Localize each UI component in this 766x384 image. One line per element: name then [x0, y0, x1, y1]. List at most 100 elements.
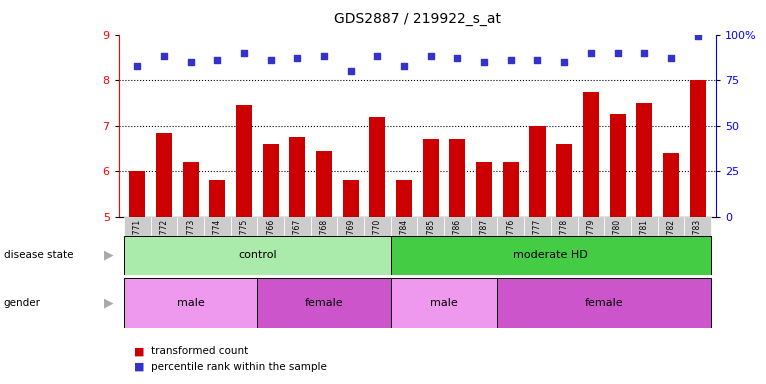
Point [185, 59, 197, 65]
Text: control: control [238, 250, 277, 260]
Point [584, 50, 597, 56]
Text: percentile rank within the sample: percentile rank within the sample [151, 362, 327, 372]
Point [211, 57, 224, 63]
FancyBboxPatch shape [497, 217, 524, 259]
Bar [529, 126, 545, 217]
Bar [236, 105, 252, 217]
Text: GSM217779: GSM217779 [586, 219, 595, 265]
Text: ▶: ▶ [103, 249, 113, 262]
Bar [129, 171, 146, 217]
FancyBboxPatch shape [284, 217, 311, 259]
FancyBboxPatch shape [257, 278, 391, 328]
FancyBboxPatch shape [417, 217, 444, 259]
FancyBboxPatch shape [578, 217, 604, 259]
Point [131, 63, 143, 69]
Point [638, 50, 650, 56]
Text: GSM217782: GSM217782 [666, 219, 676, 265]
Text: GSM217786: GSM217786 [453, 219, 462, 265]
FancyBboxPatch shape [524, 217, 551, 259]
Text: gender: gender [4, 298, 41, 308]
Point [451, 55, 463, 61]
Bar [610, 114, 626, 217]
Text: GSM217776: GSM217776 [506, 219, 516, 265]
Bar [209, 180, 225, 217]
Point [291, 55, 303, 61]
FancyBboxPatch shape [551, 217, 578, 259]
FancyBboxPatch shape [364, 217, 391, 259]
Bar [450, 139, 466, 217]
Text: GSM217778: GSM217778 [560, 219, 568, 265]
FancyBboxPatch shape [151, 217, 178, 259]
Text: GSM217767: GSM217767 [293, 219, 302, 265]
Text: ■: ■ [134, 346, 145, 356]
Text: female: female [585, 298, 624, 308]
Bar [637, 103, 652, 217]
Bar [423, 139, 439, 217]
Text: GSM217770: GSM217770 [373, 219, 382, 265]
Point [532, 57, 544, 63]
Bar [502, 162, 519, 217]
Point [372, 53, 384, 60]
Text: male: male [177, 298, 205, 308]
FancyBboxPatch shape [311, 217, 338, 259]
Point [398, 63, 411, 69]
Text: GSM217780: GSM217780 [613, 219, 622, 265]
Bar [369, 117, 385, 217]
Point [505, 57, 517, 63]
FancyBboxPatch shape [257, 217, 284, 259]
Point [345, 68, 357, 74]
FancyBboxPatch shape [657, 217, 684, 259]
FancyBboxPatch shape [124, 236, 391, 275]
Bar [316, 151, 332, 217]
Text: GSM217784: GSM217784 [400, 219, 408, 265]
Bar [663, 153, 679, 217]
FancyBboxPatch shape [231, 217, 257, 259]
Text: GSM217771: GSM217771 [133, 219, 142, 265]
Point [264, 57, 277, 63]
FancyBboxPatch shape [444, 217, 471, 259]
Point [558, 59, 571, 65]
FancyBboxPatch shape [471, 217, 497, 259]
FancyBboxPatch shape [497, 278, 711, 328]
FancyBboxPatch shape [178, 217, 204, 259]
Bar [290, 137, 306, 217]
Bar [343, 180, 358, 217]
FancyBboxPatch shape [391, 217, 417, 259]
Text: ■: ■ [134, 362, 145, 372]
Point [665, 55, 677, 61]
Text: female: female [305, 298, 343, 308]
Text: GSM217774: GSM217774 [213, 219, 222, 265]
Text: disease state: disease state [4, 250, 74, 260]
Text: moderate HD: moderate HD [513, 250, 588, 260]
Text: GSM217773: GSM217773 [186, 219, 195, 265]
FancyBboxPatch shape [124, 278, 257, 328]
Bar [556, 144, 572, 217]
Text: GSM217777: GSM217777 [533, 219, 542, 265]
Bar [583, 91, 599, 217]
Point [692, 33, 704, 40]
FancyBboxPatch shape [391, 236, 711, 275]
Text: transformed count: transformed count [151, 346, 248, 356]
Text: GSM217775: GSM217775 [240, 219, 249, 265]
Bar [183, 162, 198, 217]
Text: GSM217787: GSM217787 [480, 219, 489, 265]
Bar [689, 80, 705, 217]
Text: ▶: ▶ [103, 297, 113, 310]
FancyBboxPatch shape [684, 217, 711, 259]
Point [238, 50, 250, 56]
FancyBboxPatch shape [338, 217, 364, 259]
Point [424, 53, 437, 60]
Bar [156, 132, 172, 217]
Point [611, 50, 624, 56]
FancyBboxPatch shape [391, 278, 497, 328]
Bar [263, 144, 279, 217]
Point [158, 53, 170, 60]
FancyBboxPatch shape [124, 217, 151, 259]
Bar [476, 162, 492, 217]
Text: GSM217768: GSM217768 [319, 219, 329, 265]
Text: GDS2887 / 219922_s_at: GDS2887 / 219922_s_at [334, 12, 501, 25]
FancyBboxPatch shape [604, 217, 631, 259]
Point [478, 59, 490, 65]
Point [318, 53, 330, 60]
Bar [396, 180, 412, 217]
